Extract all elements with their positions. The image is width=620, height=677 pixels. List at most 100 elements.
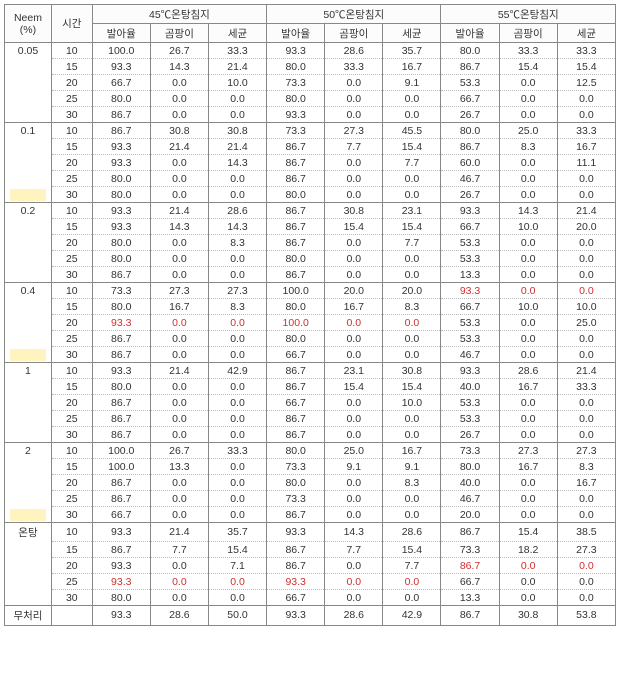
value-cell: 60.0 <box>441 155 499 171</box>
value-cell: 45.5 <box>383 123 441 139</box>
value-cell: 80.0 <box>267 475 325 491</box>
value-cell: 8.3 <box>499 139 557 155</box>
neem-cell <box>5 379 52 395</box>
neem-cell <box>5 427 52 443</box>
table-row: 3080.00.00.080.00.00.026.70.00.0 <box>5 187 616 203</box>
neem-cell <box>5 590 52 606</box>
value-cell: 0.0 <box>499 475 557 491</box>
value-cell: 26.7 <box>441 187 499 203</box>
value-cell: 73.3 <box>267 459 325 475</box>
value-cell: 0.0 <box>150 395 208 411</box>
table-row: 1593.314.321.480.033.316.786.715.415.4 <box>5 59 616 75</box>
value-cell: 20.0 <box>383 283 441 299</box>
value-cell: 86.7 <box>92 347 150 363</box>
header-55-germ: 발아율 <box>441 24 499 43</box>
neem-cell <box>5 139 52 155</box>
neem-cell <box>5 475 52 491</box>
value-cell: 66.7 <box>267 347 325 363</box>
time-cell: 15 <box>51 379 92 395</box>
value-cell: 15.4 <box>499 59 557 75</box>
table-row: 0.0510100.026.733.393.328.635.780.033.33… <box>5 43 616 59</box>
value-cell: 86.7 <box>441 606 499 626</box>
value-cell: 53.3 <box>441 331 499 347</box>
neem-cell <box>5 155 52 171</box>
value-cell: 25.0 <box>557 315 615 331</box>
table-row: 온탕1093.321.435.793.314.328.686.715.438.5 <box>5 523 616 542</box>
value-cell: 27.3 <box>150 283 208 299</box>
table-row: 0.41073.327.327.3100.020.020.093.30.00.0 <box>5 283 616 299</box>
value-cell: 0.0 <box>325 411 383 427</box>
value-cell: 100.0 <box>92 459 150 475</box>
value-cell: 86.7 <box>267 155 325 171</box>
value-cell: 0.0 <box>325 155 383 171</box>
neem-cell <box>5 75 52 91</box>
value-cell: 93.3 <box>92 574 150 590</box>
value-cell: 0.0 <box>499 427 557 443</box>
value-cell: 15.4 <box>383 219 441 235</box>
value-cell: 0.0 <box>499 507 557 523</box>
value-cell: 80.0 <box>441 459 499 475</box>
value-cell: 30.8 <box>499 606 557 626</box>
value-cell: 80.0 <box>92 235 150 251</box>
value-cell: 27.3 <box>499 443 557 459</box>
value-cell: 0.0 <box>557 491 615 507</box>
table-row: 2086.70.00.080.00.08.340.00.016.7 <box>5 475 616 491</box>
value-cell: 0.0 <box>499 411 557 427</box>
time-cell: 10 <box>51 443 92 459</box>
value-cell: 86.7 <box>267 267 325 283</box>
table-row: 2586.70.00.080.00.00.053.30.00.0 <box>5 331 616 347</box>
value-cell: 0.0 <box>557 107 615 123</box>
time-cell: 25 <box>51 91 92 107</box>
neem-cell <box>5 542 52 558</box>
table-row: 무처리93.328.650.093.328.642.986.730.853.8 <box>5 606 616 626</box>
value-cell: 33.3 <box>208 443 266 459</box>
value-cell: 21.4 <box>557 203 615 219</box>
data-table: Neem (%) 시간 45℃온탕침지 50℃온탕침지 55℃온탕침지 발아율 … <box>4 4 616 626</box>
time-cell: 10 <box>51 283 92 299</box>
table-row: 1586.77.715.486.77.715.473.318.227.3 <box>5 542 616 558</box>
header-group-50: 50℃온탕침지 <box>267 5 441 24</box>
time-cell: 10 <box>51 123 92 139</box>
value-cell: 80.0 <box>92 91 150 107</box>
neem-cell: 0.2 <box>5 203 52 219</box>
value-cell: 18.2 <box>499 542 557 558</box>
value-cell: 15.4 <box>499 523 557 542</box>
value-cell: 53.3 <box>441 411 499 427</box>
value-cell: 7.7 <box>383 235 441 251</box>
value-cell: 33.3 <box>557 379 615 395</box>
table-row: 3086.70.00.066.70.00.046.70.00.0 <box>5 347 616 363</box>
value-cell: 93.3 <box>92 203 150 219</box>
value-cell: 0.0 <box>325 331 383 347</box>
value-cell: 7.7 <box>325 542 383 558</box>
value-cell: 0.0 <box>557 574 615 590</box>
time-cell: 20 <box>51 155 92 171</box>
value-cell: 0.0 <box>557 187 615 203</box>
value-cell: 0.0 <box>383 171 441 187</box>
value-cell: 26.7 <box>150 443 208 459</box>
value-cell: 0.0 <box>383 107 441 123</box>
neem-cell: 0.05 <box>5 43 52 59</box>
time-cell: 25 <box>51 171 92 187</box>
neem-cell <box>5 347 52 363</box>
header-group-45: 45℃온탕침지 <box>92 5 266 24</box>
value-cell: 0.0 <box>150 558 208 574</box>
value-cell: 8.3 <box>557 459 615 475</box>
value-cell: 86.7 <box>92 267 150 283</box>
table-row: 1580.016.78.380.016.78.366.710.010.0 <box>5 299 616 315</box>
value-cell: 28.6 <box>383 523 441 542</box>
highlight-marker <box>10 349 46 361</box>
header-55-fungi: 곰팡이 <box>499 24 557 43</box>
value-cell: 53.3 <box>441 75 499 91</box>
value-cell: 86.7 <box>267 427 325 443</box>
value-cell: 0.0 <box>325 395 383 411</box>
time-cell: 20 <box>51 315 92 331</box>
table-row: 2066.70.010.073.30.09.153.30.012.5 <box>5 75 616 91</box>
value-cell: 9.1 <box>383 75 441 91</box>
value-cell: 0.0 <box>325 267 383 283</box>
value-cell: 0.0 <box>325 75 383 91</box>
value-cell: 13.3 <box>441 267 499 283</box>
table-row: 3066.70.00.086.70.00.020.00.00.0 <box>5 507 616 523</box>
value-cell: 0.0 <box>557 411 615 427</box>
value-cell: 0.0 <box>383 347 441 363</box>
value-cell: 28.6 <box>325 606 383 626</box>
